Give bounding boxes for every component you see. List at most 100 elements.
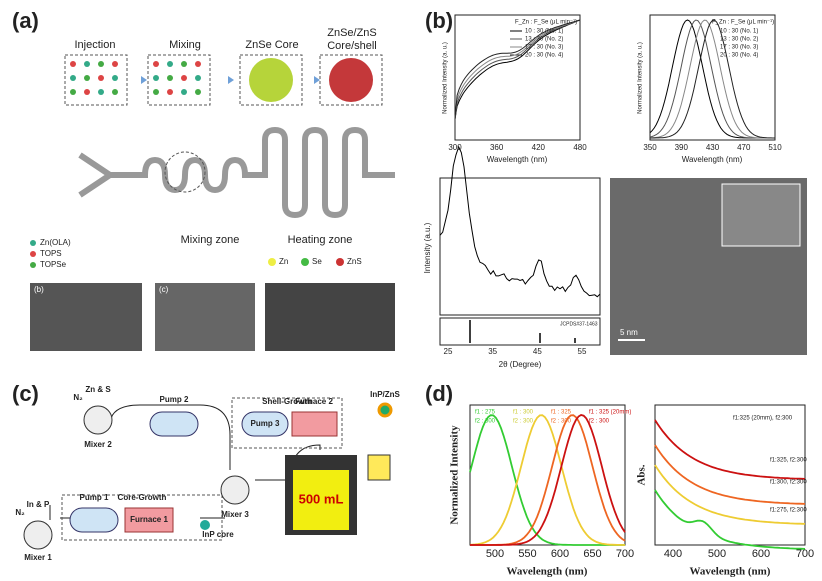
legend-entry: 10 : 30 (No. 1) bbox=[525, 29, 563, 35]
label: Mixer 3 bbox=[221, 510, 249, 519]
label: Shell-Growth bbox=[262, 397, 312, 406]
molecule bbox=[181, 61, 187, 67]
dot bbox=[301, 258, 309, 266]
box bbox=[61, 494, 223, 541]
legend-entry: f1 : 325 bbox=[551, 410, 572, 416]
ref-axes bbox=[439, 317, 601, 346]
molecule bbox=[167, 61, 173, 67]
shell bbox=[329, 58, 373, 102]
label: 500 mL bbox=[299, 491, 344, 506]
dot bbox=[336, 258, 344, 266]
flask bbox=[83, 405, 113, 435]
curve-label: f1:325 (20mm), f2:300 bbox=[733, 416, 793, 422]
axes bbox=[654, 404, 806, 546]
y-label: Normalized Intensity (a. u.) bbox=[443, 42, 449, 114]
x-tick-label: 550 bbox=[518, 548, 536, 560]
box bbox=[147, 54, 211, 106]
pump bbox=[149, 411, 199, 437]
beaker bbox=[293, 470, 349, 530]
curve bbox=[469, 414, 625, 546]
stage: ZnSe/ZnS bbox=[327, 27, 377, 39]
dot bbox=[30, 262, 36, 268]
x-label: Wavelength (nm) bbox=[690, 566, 771, 578]
curve bbox=[439, 145, 601, 298]
x-tick-label: 430 bbox=[706, 143, 720, 152]
zoom bbox=[164, 151, 206, 193]
box bbox=[239, 54, 303, 106]
scale: 5 nm bbox=[620, 328, 638, 337]
sem-image bbox=[155, 283, 255, 351]
x-tick-label: 55 bbox=[578, 347, 587, 356]
legend-entry: 13 : 30 (No. 2) bbox=[720, 37, 758, 43]
vial bbox=[367, 454, 391, 481]
x-label: Wavelength (nm) bbox=[507, 566, 588, 578]
molecule bbox=[195, 75, 201, 81]
flask bbox=[220, 475, 250, 505]
molecule bbox=[195, 61, 201, 67]
legend-entry: 10 : 30 (No. 1) bbox=[720, 29, 758, 35]
sem-image bbox=[30, 283, 142, 351]
legend-entry: f2 : 300 bbox=[589, 419, 610, 425]
molecule bbox=[153, 89, 159, 95]
channel bbox=[78, 126, 395, 219]
atom: ZnS bbox=[347, 257, 362, 266]
legend-entry: f2 : 300 bbox=[513, 419, 534, 425]
x-tick-label: 390 bbox=[675, 143, 689, 152]
reagent: TOPSe bbox=[40, 260, 67, 269]
stage: Mixing bbox=[169, 39, 201, 51]
legend-header: F_Zn : F_Se (μL min⁻¹) bbox=[712, 20, 774, 26]
legend-entry: f2 : 300 bbox=[475, 419, 496, 425]
x-tick-label: 360 bbox=[490, 143, 504, 152]
inset-label: (b) bbox=[34, 285, 44, 294]
y-label: Normalized Intensity bbox=[449, 425, 461, 525]
molecule bbox=[153, 75, 159, 81]
legend-entry: f2 : 300 bbox=[551, 419, 572, 425]
curve bbox=[454, 19, 581, 120]
legend-entry: 20 : 30 (No. 4) bbox=[720, 53, 758, 59]
axes bbox=[439, 177, 601, 316]
molecule bbox=[70, 75, 76, 81]
molecule bbox=[98, 89, 104, 95]
molecule bbox=[167, 75, 173, 81]
molecule bbox=[70, 61, 76, 67]
dot bbox=[200, 520, 210, 530]
x-tick-label: 510 bbox=[768, 143, 782, 152]
furnace bbox=[124, 507, 174, 533]
axes bbox=[469, 404, 626, 546]
x-tick-label: 300 bbox=[448, 143, 462, 152]
label: In & P bbox=[27, 500, 50, 509]
zone: Heating zone bbox=[288, 234, 353, 246]
molecule bbox=[181, 89, 187, 95]
label: Mixer 2 bbox=[84, 440, 112, 449]
label: Zn & S bbox=[85, 385, 111, 394]
molecule bbox=[84, 75, 90, 81]
box bbox=[319, 54, 383, 106]
molecule bbox=[112, 89, 118, 95]
y-label: Abs. bbox=[636, 464, 648, 485]
y-label: Intensity (a.u.) bbox=[423, 222, 432, 273]
x-tick-label: 470 bbox=[737, 143, 751, 152]
label: N₂ bbox=[73, 393, 83, 402]
atom: Zn bbox=[279, 257, 288, 266]
dot bbox=[377, 402, 393, 418]
curve-label: f1:275, f2:300 bbox=[770, 508, 807, 514]
x-label: Wavelength (nm) bbox=[487, 155, 548, 164]
tubing bbox=[49, 404, 321, 520]
core bbox=[249, 58, 293, 102]
curve-label: f1:325, f2:300 bbox=[770, 458, 807, 464]
axes bbox=[454, 14, 581, 141]
molecule bbox=[112, 61, 118, 67]
label: Furnace 1 bbox=[130, 515, 168, 524]
x-tick-label: 35 bbox=[488, 347, 497, 356]
label: Furnace 2 bbox=[295, 397, 333, 406]
panel-label: (d) bbox=[425, 381, 453, 406]
curve bbox=[470, 414, 626, 546]
x-tick-label: 500 bbox=[708, 548, 726, 560]
x-label: 2θ (Degree) bbox=[499, 360, 542, 369]
x-tick-label: 700 bbox=[796, 548, 814, 560]
inset-label: (c) bbox=[159, 285, 169, 294]
label: Pump 3 bbox=[251, 419, 280, 428]
label: N₂ bbox=[15, 508, 25, 517]
